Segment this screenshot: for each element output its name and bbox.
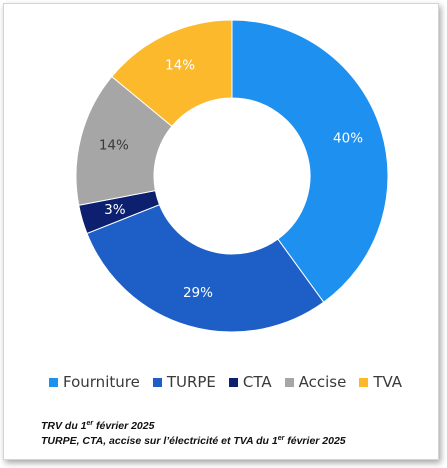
legend-swatch-tva [359, 377, 369, 387]
legend-label-accise: Accise [298, 373, 347, 391]
legend-item-fourniture: Fourniture [49, 373, 140, 391]
legend-label-turpe: TURPE [166, 373, 216, 391]
legend-item-turpe: TURPE [152, 373, 216, 391]
legend-swatch-turpe [152, 377, 162, 387]
footnote-taxes-sup: er [277, 435, 285, 442]
legend-swatch-fourniture [49, 377, 58, 387]
slice-fourniture [231, 19, 389, 303]
chart-card: 40% 29% 3% 14% 14% Fourniture TURPE CTA Accise T… [3, 3, 439, 460]
legend-swatch-cta [228, 377, 238, 387]
chart-legend: Fourniture TURPE CTA Accise TVA [49, 373, 415, 391]
slice-tva [111, 19, 233, 127]
slice-turpe [86, 204, 325, 333]
slice-label-turpe: 29% [183, 285, 213, 301]
footnotes: TRV du 1er février 2025 TURPE, CTA, acci… [41, 419, 346, 449]
footnote-trv: TRV du 1er février 2025 [41, 419, 346, 434]
legend-label-cta: CTA [242, 373, 272, 391]
legend-item-tva: TVA [359, 373, 402, 391]
footnote-trv-sup: er [86, 420, 94, 427]
slice-label-fourniture: 40% [333, 130, 363, 146]
footnote-trv-date: février 2025 [93, 420, 155, 432]
legend-swatch-accise [284, 377, 294, 387]
footnote-trv-text: TRV du 1 [41, 420, 87, 432]
slice-label-tva: 14% [165, 58, 195, 74]
legend-label-fourniture: Fourniture [63, 373, 140, 391]
slice-label-cta: 3% [104, 202, 126, 218]
footnote-taxes: TURPE, CTA, accise sur l’électricité et … [41, 434, 346, 449]
slice-label-accise: 14% [99, 138, 129, 154]
legend-item-cta: CTA [228, 373, 272, 391]
footnote-taxes-date: février 2025 [284, 435, 346, 447]
footnote-taxes-text: TURPE, CTA, accise sur l’électricité et … [41, 435, 278, 447]
donut-chart: 40% 29% 3% 14% 14% [75, 19, 389, 333]
legend-item-accise: Accise [284, 373, 347, 391]
legend-label-tva: TVA [373, 373, 403, 391]
